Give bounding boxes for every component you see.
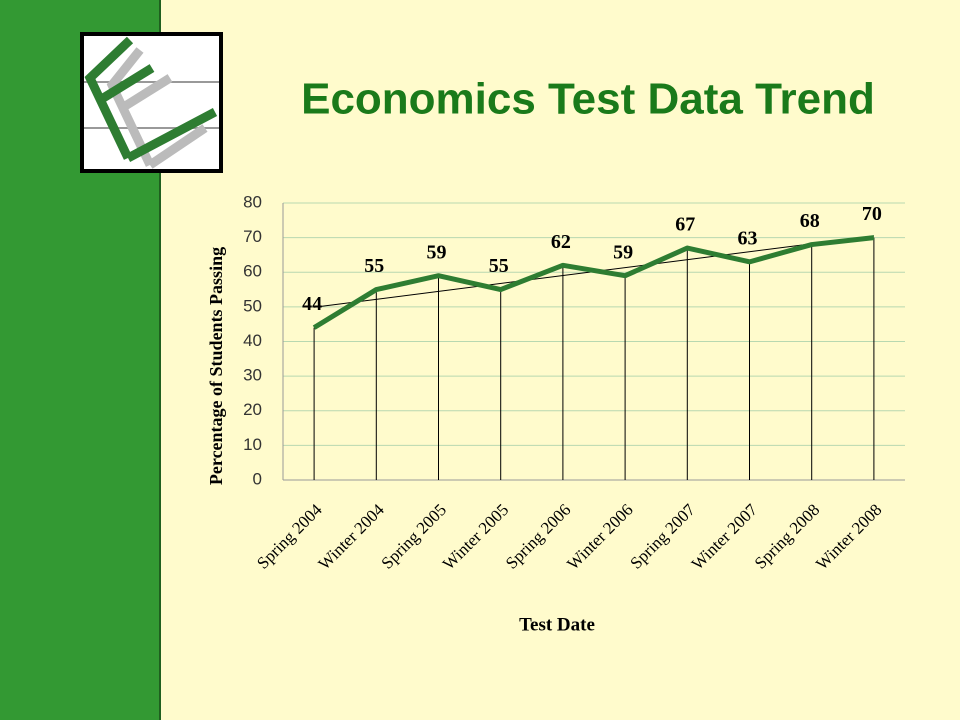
chart-title: Economics Test Data Trend: [301, 75, 875, 124]
data-label: 55: [364, 255, 384, 277]
data-label: 59: [613, 241, 633, 263]
y-tick-label: 60: [243, 262, 262, 281]
logo-e: [84, 36, 218, 162]
y-tick-label: 0: [253, 469, 262, 488]
data-label: 63: [738, 227, 758, 249]
data-label: 67: [675, 214, 695, 236]
data-label: 59: [427, 241, 447, 263]
y-tick-label: 70: [243, 227, 262, 246]
logo: [80, 32, 223, 173]
data-label: 70: [862, 203, 882, 225]
y-tick-label: 30: [243, 366, 262, 385]
y-tick-label: 40: [243, 331, 262, 350]
logo-e-shadow: [106, 47, 208, 169]
y-tick-label: 80: [243, 192, 262, 211]
y-tick-label: 20: [243, 400, 262, 419]
line: [312, 235, 875, 330]
data-label: 62: [551, 231, 571, 253]
y-axis-title: Percentage of Students Passing: [206, 247, 226, 485]
data-label: 68: [800, 210, 820, 232]
y-tick-label: 10: [243, 435, 262, 454]
x-axis-title: Test Date: [519, 614, 595, 635]
data-label: 44: [302, 293, 322, 315]
data-label: 55: [489, 255, 509, 277]
y-tick-label: 50: [243, 296, 262, 315]
